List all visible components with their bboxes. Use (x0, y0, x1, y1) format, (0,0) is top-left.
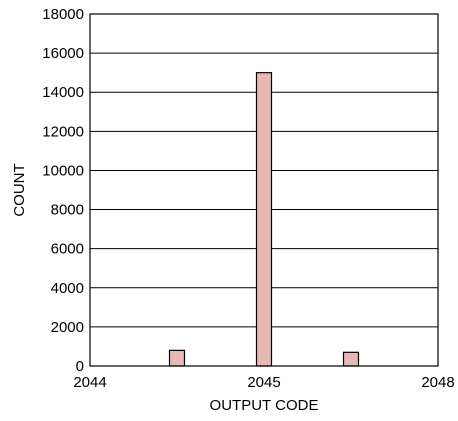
y-tick-label: 12000 (42, 123, 84, 140)
bar-2044.5 (168, 349, 186, 367)
bar-2045 (255, 72, 273, 367)
y-tick-label: 14000 (42, 84, 84, 101)
bar-2045.5 (342, 351, 360, 367)
y-tick-label: 10000 (42, 162, 84, 179)
x-tick-labels: 2044 2045 2048 (73, 374, 454, 391)
x-tick-label: 2045 (247, 374, 280, 391)
x-axis-title: OUTPUT CODE (210, 397, 319, 414)
y-tick-label: 16000 (42, 45, 84, 62)
y-tick-label: 8000 (51, 202, 84, 219)
y-axis-title: COUNT (11, 163, 28, 216)
y-tick-label: 6000 (51, 241, 84, 258)
y-tick-labels: 0 2000 4000 6000 8000 10000 12000 14000 16000 180… (42, 6, 84, 375)
y-tick-label: 0 (76, 358, 84, 375)
plot-frame (89, 13, 439, 367)
x-tick-label: 2044 (73, 374, 106, 391)
bars (168, 72, 360, 367)
y-tick-label: 2000 (51, 319, 84, 336)
y-tick-label: 18000 (42, 6, 84, 23)
x-tick-label: 2048 (421, 374, 454, 391)
y-tick-label: 4000 (51, 280, 84, 297)
